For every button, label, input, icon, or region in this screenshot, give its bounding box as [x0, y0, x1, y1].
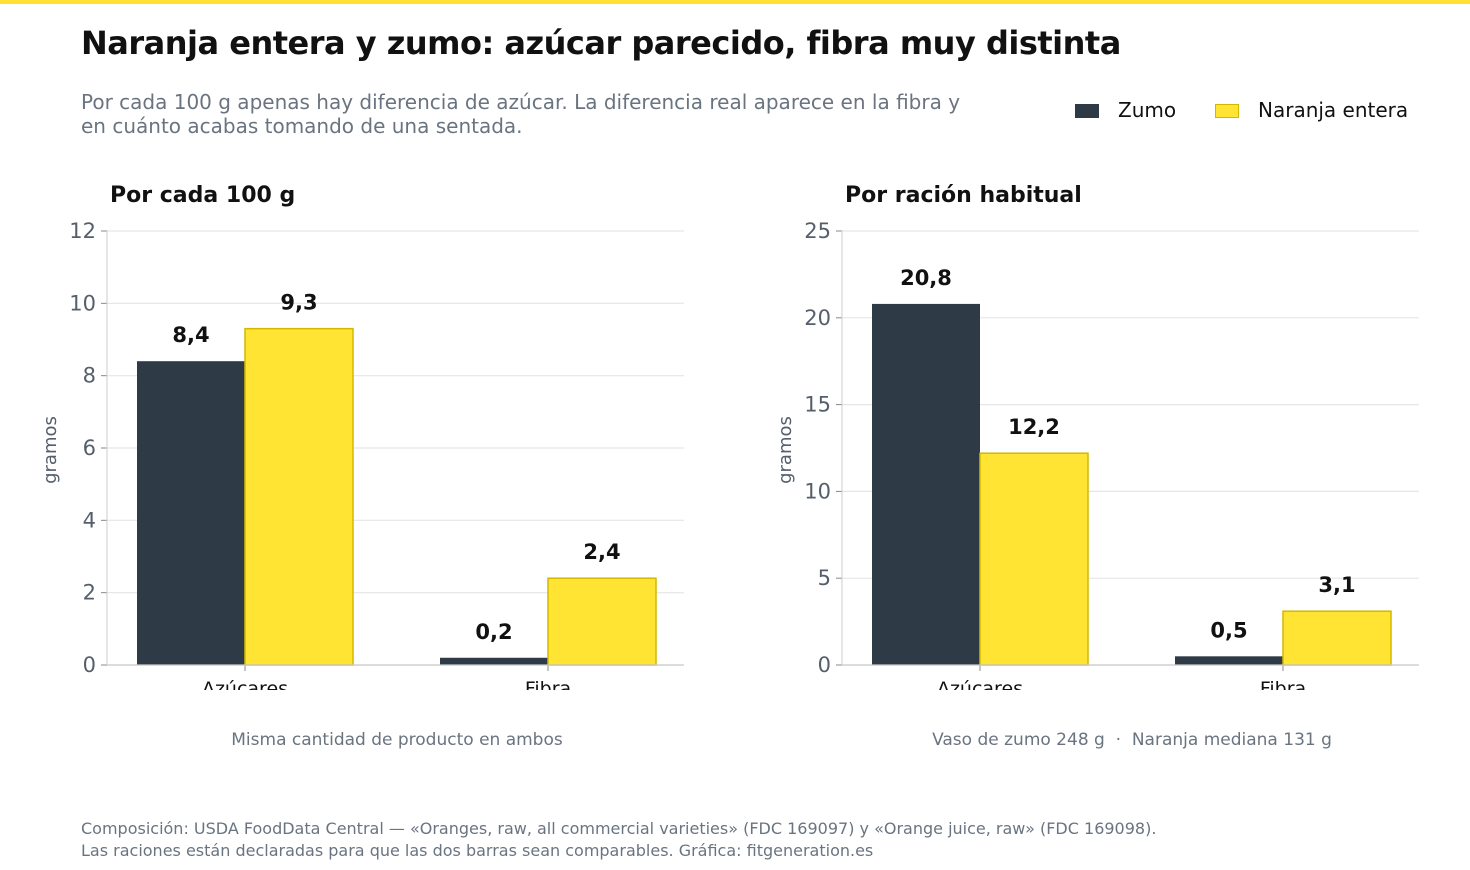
- y-tick-label: 8: [83, 364, 96, 388]
- data-label: 20,8: [900, 266, 952, 290]
- data-label: 2,4: [583, 540, 620, 564]
- y-tick-label: 4: [83, 508, 96, 532]
- y-tick-label: 0: [83, 653, 96, 677]
- source-line-1: Composición: USDA FoodData Central — «Or…: [81, 819, 1157, 838]
- legend-label-zumo: Zumo: [1118, 98, 1177, 122]
- data-label: 3,1: [1318, 573, 1355, 597]
- source-line-2: Las raciones están declaradas para que l…: [81, 841, 874, 860]
- y-tick-label: 20: [804, 306, 831, 330]
- y-tick-label: 2: [83, 581, 96, 605]
- panel-title-per-serving: Por ración habitual: [845, 183, 1082, 208]
- chart-per-100g: 0 2 4 6 8 10 12 gramos 8,4 9,3 Azúcares 0,2 2,4 Fibra: [40, 219, 684, 690]
- data-label: 0,2: [475, 620, 512, 644]
- data-label: 0,5: [1210, 618, 1247, 642]
- top-accent-bar: [0, 0, 1470, 4]
- y-axis-label: gramos: [775, 416, 796, 484]
- bar-naranja-0: [244, 327, 354, 666]
- chart-per-serving: 0 5 10 15 20 25 gramos 20,8 12,2 Azúcares 0,5 3,1 Fi…: [775, 219, 1419, 690]
- data-label: 8,4: [172, 323, 209, 347]
- data-label: 12,2: [1008, 415, 1060, 439]
- y-axis-label: gramos: [40, 416, 61, 484]
- bar-zumo-0: [137, 361, 245, 665]
- y-tick-label: 5: [818, 566, 831, 590]
- legend-label-naranja: Naranja entera: [1258, 98, 1409, 122]
- data-label: 9,3: [280, 291, 317, 315]
- y-tick-label: 0: [818, 653, 831, 677]
- chart-subtitle: Por cada 100 g apenas hay diferencia de …: [81, 90, 961, 138]
- bar-naranja-1: [547, 577, 657, 666]
- bar-zumo-1: [440, 657, 548, 665]
- y-tick-label: 12: [69, 219, 96, 243]
- panel-title-per-100g: Por cada 100 g: [110, 183, 296, 208]
- bar-zumo-0: [872, 303, 980, 665]
- legend-swatch-zumo: [1075, 104, 1099, 118]
- bar-naranja-0: [979, 452, 1089, 666]
- x-tick-label: Azúcares: [937, 678, 1023, 690]
- y-tick-label: 10: [804, 479, 831, 503]
- caption-per-100g: Misma cantidad de producto en ambos: [231, 730, 563, 750]
- bar-naranja-1: [1282, 610, 1392, 666]
- x-tick-label: Azúcares: [202, 678, 288, 690]
- caption-per-serving: Vaso de zumo 248 g · Naranja mediana 131…: [932, 730, 1332, 750]
- legend-swatch-naranja: [1215, 104, 1239, 118]
- bar-zumo-1: [1175, 656, 1283, 665]
- y-tick-label: 10: [69, 291, 96, 315]
- y-tick-label: 25: [804, 219, 831, 243]
- x-tick-label: Fibra: [1260, 678, 1306, 690]
- x-tick-label: Fibra: [525, 678, 571, 690]
- source-note: Composición: USDA FoodData Central — «Or…: [81, 818, 1381, 862]
- chart-title: Naranja entera y zumo: azúcar parecido, …: [81, 24, 1121, 62]
- y-tick-label: 6: [83, 436, 96, 460]
- y-tick-label: 15: [804, 393, 831, 417]
